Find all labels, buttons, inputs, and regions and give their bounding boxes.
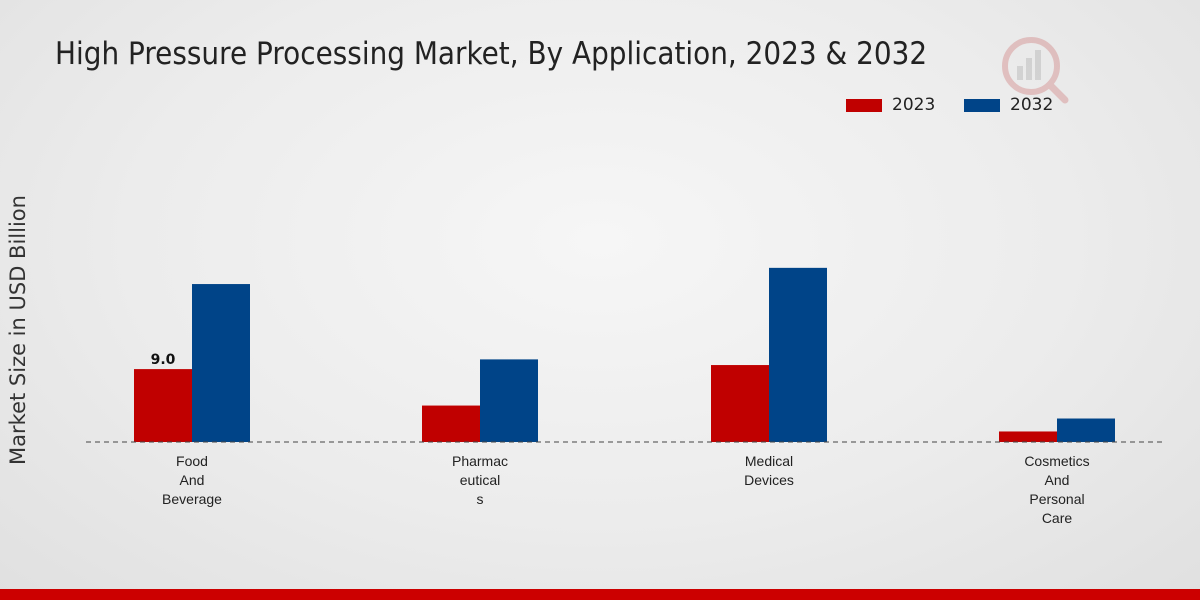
legend-label-2032: 2032 <box>1010 95 1054 115</box>
x-tick-label-1-0: Pharmac <box>452 453 508 469</box>
legend-item-2032: 2032 <box>964 95 1053 115</box>
bar-2023-2 <box>711 365 769 442</box>
x-tick-label-1-1: eutical <box>460 472 500 488</box>
x-tick-label-1-2: s <box>477 491 484 507</box>
bar-2032-3 <box>1057 418 1115 442</box>
x-tick-label-2-0: Medical <box>745 453 793 469</box>
legend-swatch-2023 <box>846 98 882 112</box>
legend-swatch-2032 <box>964 98 1000 112</box>
brand-logo-icon <box>995 30 1073 108</box>
chart-title: High Pressure Processing Market, By Appl… <box>55 36 928 72</box>
legend-label-2023: 2023 <box>892 95 936 115</box>
x-tick-label-3-3: Care <box>1042 510 1073 526</box>
bar-2032-2 <box>769 267 827 442</box>
x-tick-label-0-1: And <box>180 472 205 488</box>
x-tick-label-3-1: And <box>1045 472 1070 488</box>
x-tick-label-3-0: Cosmetics <box>1024 453 1089 469</box>
bar-2023-1 <box>422 405 480 442</box>
bar-2032-0 <box>192 284 250 442</box>
bar-2023-0 <box>134 369 192 442</box>
bar-2023-3 <box>999 431 1057 442</box>
footer-bar <box>0 589 1200 600</box>
data-label-0: 9.0 <box>151 352 176 368</box>
bar-2032-1 <box>480 359 538 442</box>
x-tick-label-2-1: Devices <box>744 472 794 488</box>
x-tick-label-0-0: Food <box>176 453 208 469</box>
x-tick-label-0-2: Beverage <box>162 491 222 507</box>
legend-item-2023: 2023 <box>846 95 935 115</box>
x-tick-label-3-2: Personal <box>1029 491 1084 507</box>
